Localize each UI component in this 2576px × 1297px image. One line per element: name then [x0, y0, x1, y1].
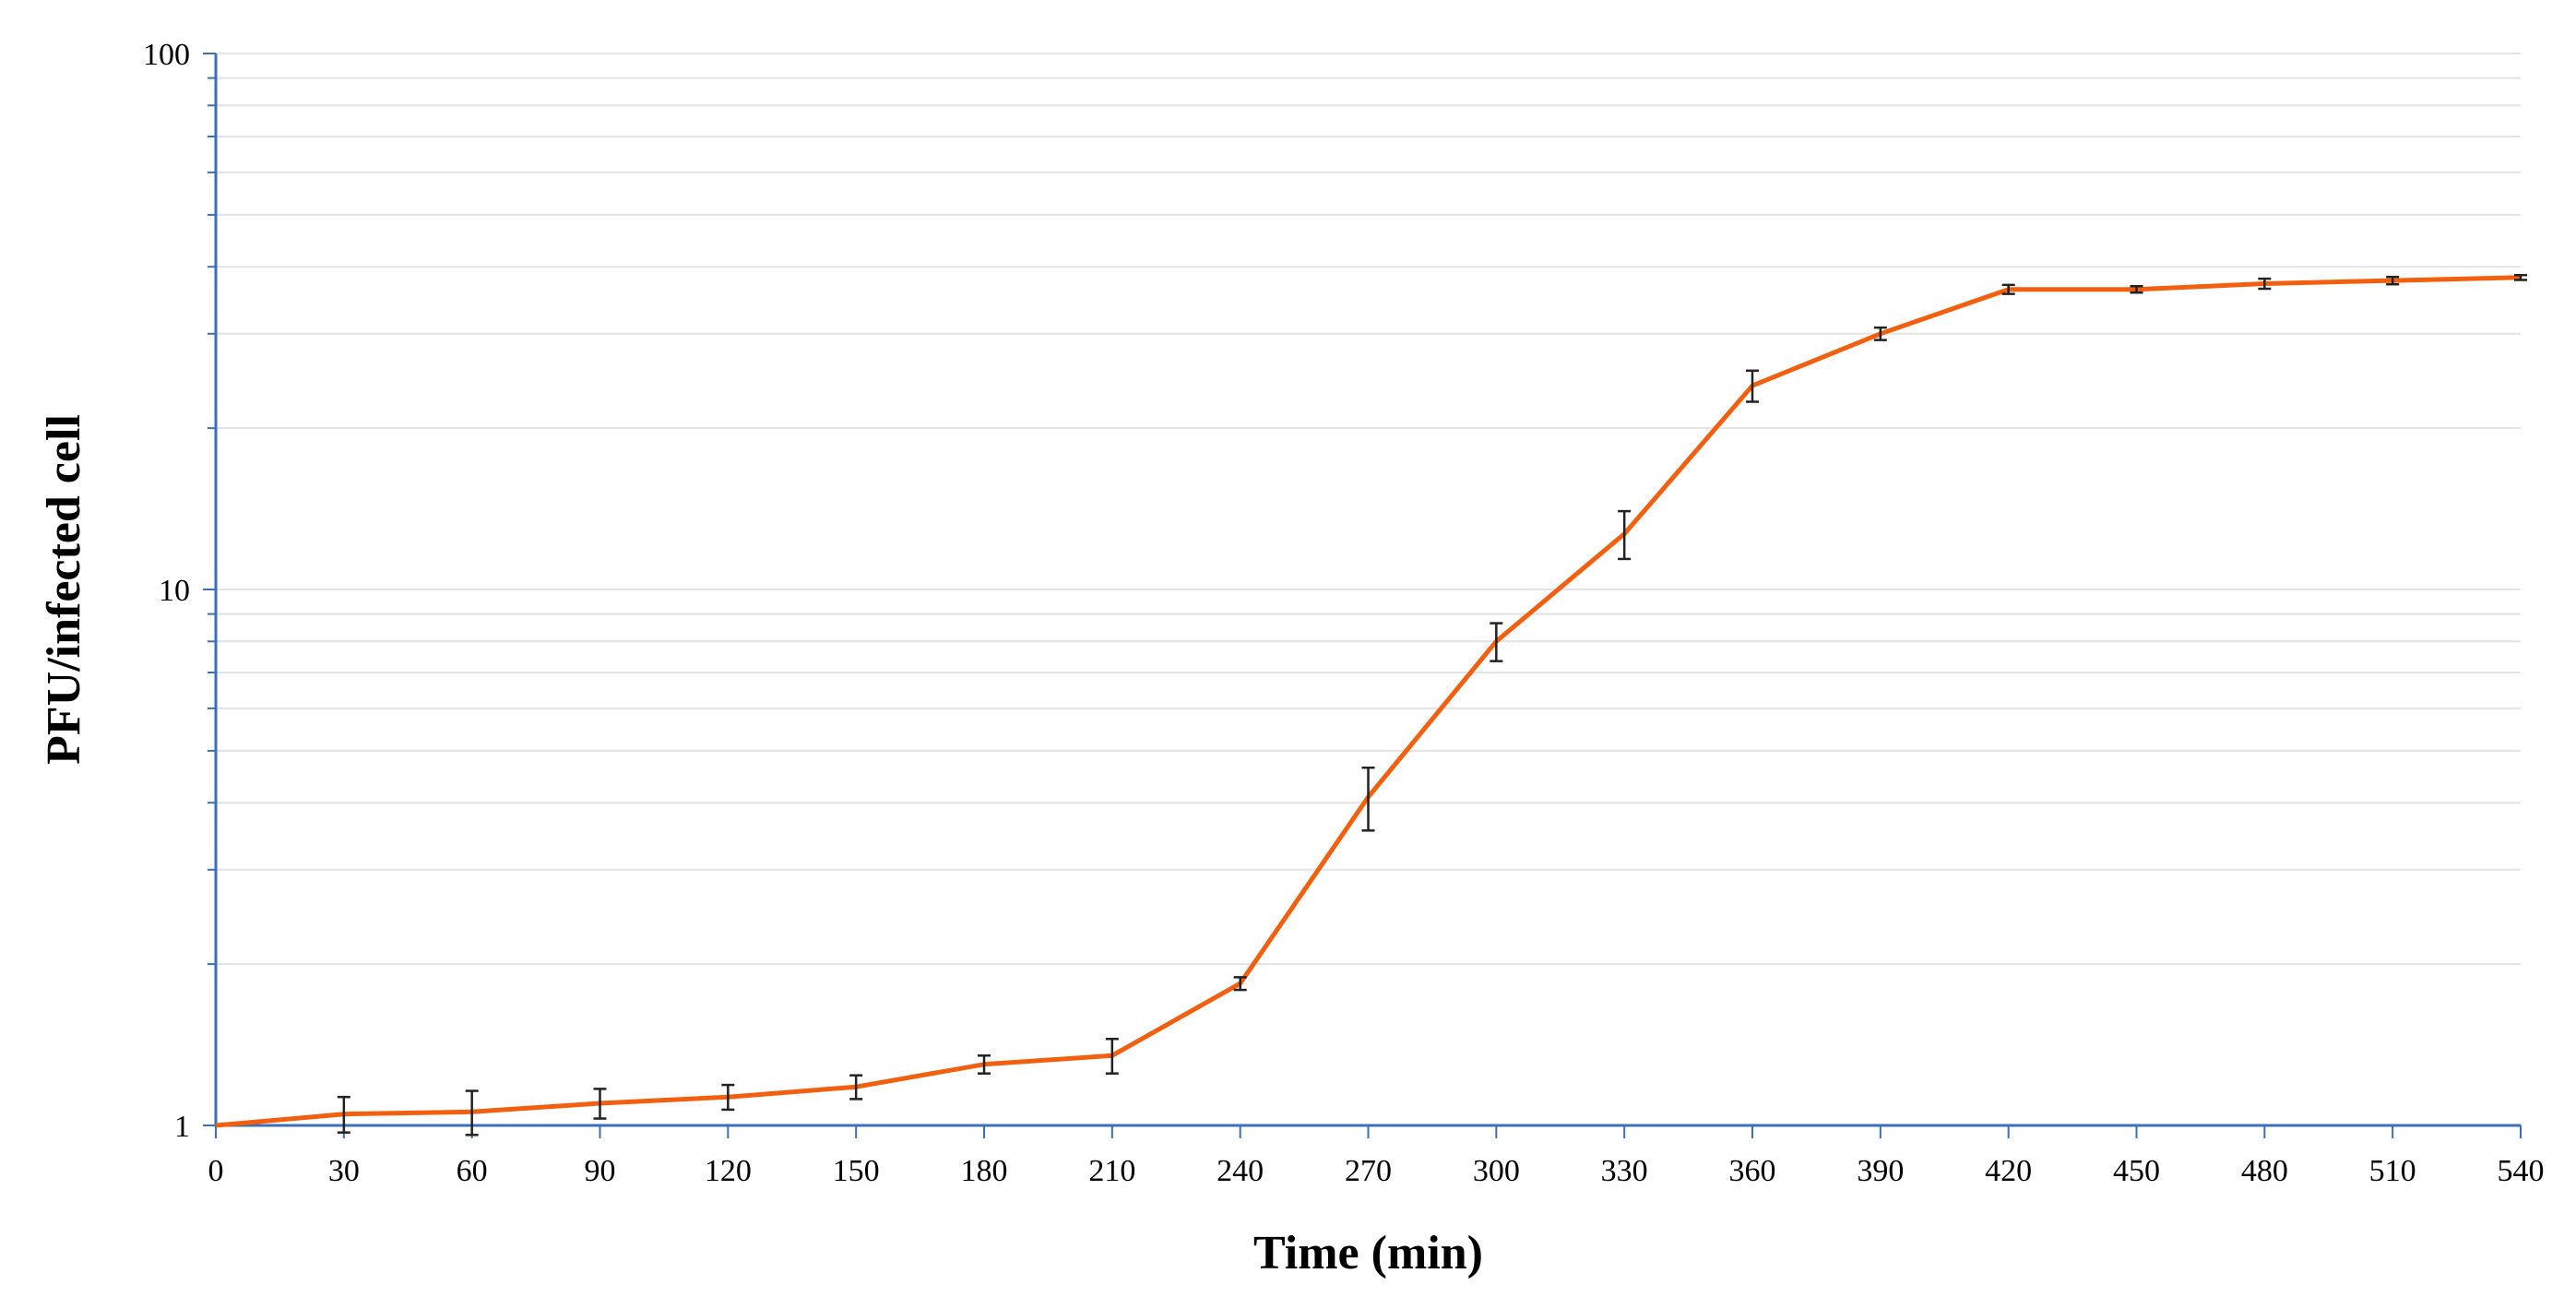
- x-tick-label: 30: [328, 1154, 360, 1188]
- x-tick-label: 330: [1601, 1154, 1648, 1188]
- error-bar: [1746, 369, 1759, 403]
- error-bar: [337, 1095, 350, 1134]
- x-tick-label: 390: [1857, 1154, 1904, 1188]
- x-tick-label: 300: [1473, 1154, 1520, 1188]
- x-tick-label: 420: [1985, 1154, 2032, 1188]
- error-bar: [1873, 326, 1887, 341]
- error-bar: [1105, 1037, 1119, 1075]
- error-bar: [1233, 976, 1247, 992]
- x-tick-label: 180: [961, 1154, 1008, 1188]
- error-bar: [849, 1074, 863, 1101]
- y-tick-label: 10: [159, 574, 190, 608]
- error-bar: [978, 1054, 991, 1075]
- x-tick-label: 450: [2113, 1154, 2160, 1188]
- x-tick-label: 270: [1345, 1154, 1392, 1188]
- x-tick-label: 240: [1217, 1154, 1264, 1188]
- x-tick-label: 150: [833, 1154, 880, 1188]
- grid-lines: [216, 53, 2521, 966]
- x-tick-label: 510: [2369, 1154, 2416, 1188]
- axes: [203, 53, 2522, 1138]
- series-layer: [215, 273, 2527, 1136]
- tick-labels: 0 30 60 90 120 150 180 210 240 270 300 330 360 390 420…: [143, 38, 2545, 1188]
- y-tick-label: 100: [143, 38, 190, 72]
- error-bar: [465, 1089, 479, 1136]
- y-tick-label: 1: [174, 1110, 190, 1144]
- error-bar: [721, 1083, 735, 1112]
- x-tick-label: 210: [1088, 1154, 1135, 1188]
- error-bar: [2001, 283, 2015, 295]
- x-tick-label: 360: [1729, 1154, 1776, 1188]
- x-axis-title: Time (min): [1253, 1227, 1483, 1279]
- x-tick-label: 120: [705, 1154, 752, 1188]
- error-bar: [2386, 275, 2400, 286]
- x-tick-label: 60: [457, 1154, 488, 1188]
- error-bar: [2258, 277, 2272, 291]
- x-tick-label: 480: [2241, 1154, 2288, 1188]
- error-bar: [2514, 273, 2527, 281]
- x-tick-label: 90: [585, 1154, 616, 1188]
- error-bar: [1618, 509, 1632, 561]
- series-line: [215, 275, 2522, 1128]
- y-axis-title: PFU/infected cell: [38, 414, 90, 765]
- error-bar: [1361, 766, 1375, 832]
- error-bar: [593, 1088, 607, 1120]
- x-tick-label: 540: [2498, 1154, 2545, 1188]
- x-tick-label: 0: [208, 1154, 224, 1188]
- error-bar: [2130, 284, 2143, 294]
- error-bar: [1490, 622, 1503, 662]
